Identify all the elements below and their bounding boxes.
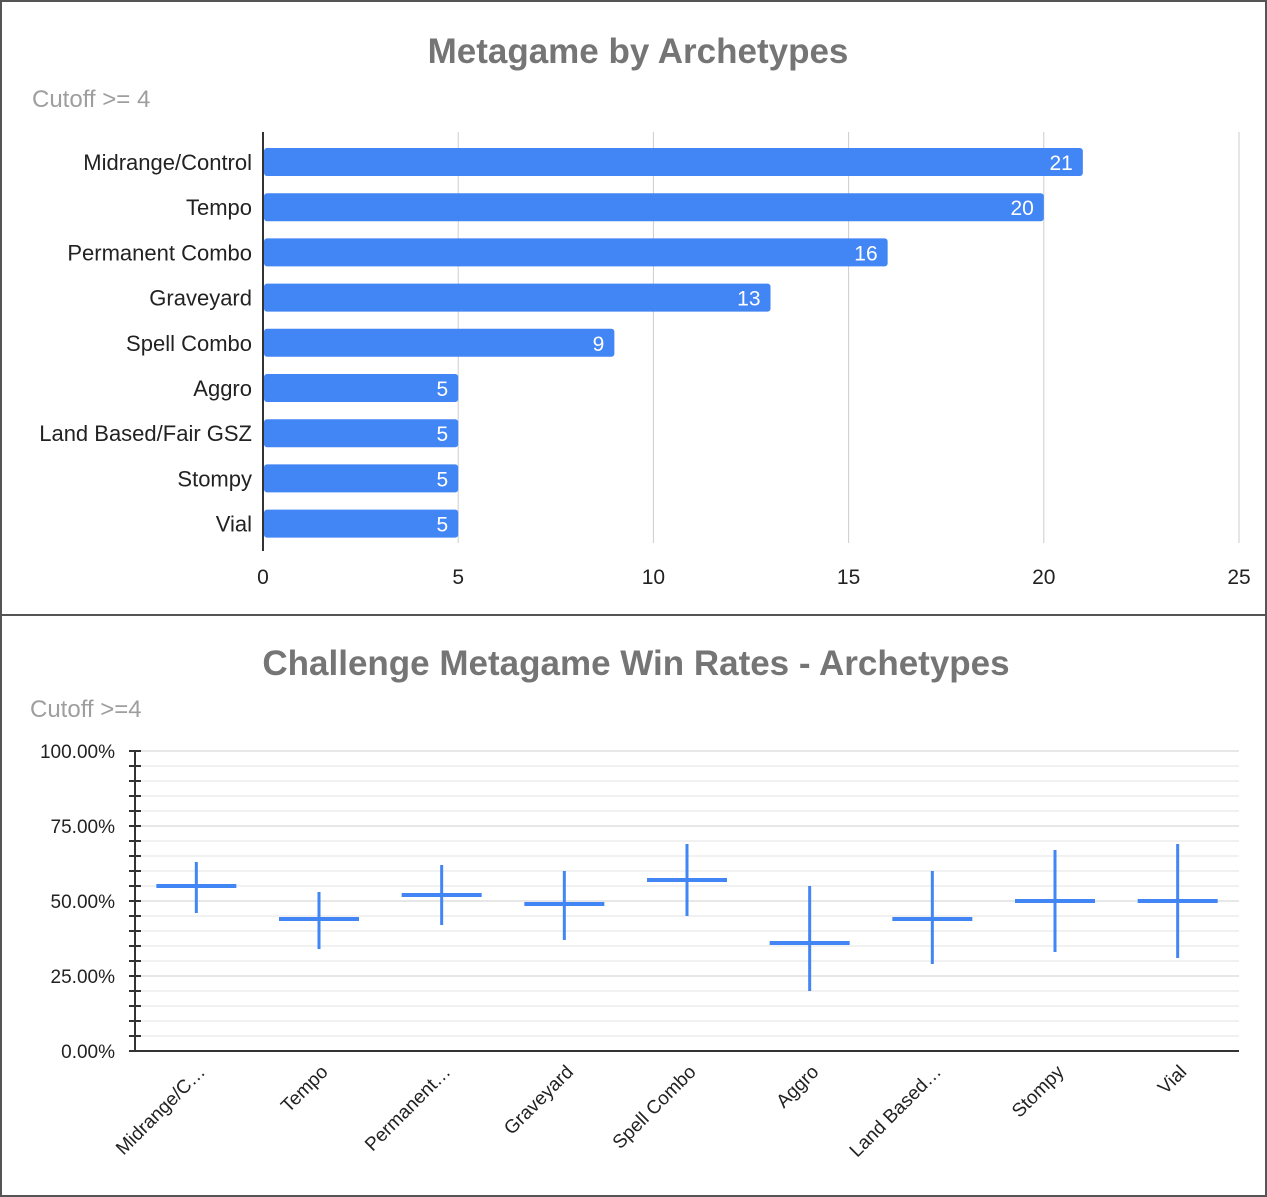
- bar-value-label: 5: [437, 378, 449, 401]
- bar: [264, 283, 771, 312]
- bar-value-label: 9: [593, 333, 605, 356]
- x-category-label: Tempo: [277, 1062, 332, 1117]
- x-tick-label: 5: [452, 566, 464, 589]
- category-label: Aggro: [193, 376, 252, 401]
- metagame-bar-chart: Metagame by Archetypes Cutoff >= 4 21 20 1…: [32, 32, 1251, 589]
- chart-subtitle: Cutoff >=4: [30, 696, 142, 723]
- chart-title: Challenge Metagame Win Rates - Archetype…: [262, 644, 1009, 683]
- y-tick-label: 100.00%: [40, 742, 115, 763]
- metagame-bar-chart-panel: Metagame by Archetypes Cutoff >= 4 21 20 1…: [0, 0, 1267, 616]
- bar-value-label: 21: [1049, 152, 1072, 175]
- x-tick-label: 0: [257, 566, 269, 589]
- y-tick-label: 75.00%: [51, 817, 116, 838]
- bar-value-label: 16: [854, 242, 877, 265]
- bar: [264, 464, 459, 493]
- winrate-chart-panel: Challenge Metagame Win Rates - Archetype…: [0, 614, 1267, 1197]
- x-tick-label: 10: [642, 566, 665, 589]
- bar-value-label: 20: [1010, 197, 1033, 220]
- y-tick-label: 25.00%: [51, 967, 116, 988]
- category-label: Tempo: [186, 195, 252, 220]
- category-label: Permanent Combo: [67, 240, 252, 265]
- category-label: Land Based/Fair GSZ: [39, 421, 252, 446]
- bar: [264, 193, 1044, 222]
- x-category-label: Midrange/C…: [112, 1062, 210, 1160]
- x-category-label: Stompy: [1008, 1061, 1069, 1122]
- bar: [264, 148, 1083, 176]
- x-category-label: Vial: [1154, 1062, 1191, 1099]
- x-tick-label: 20: [1032, 566, 1055, 589]
- y-tick-label: 50.00%: [51, 892, 116, 913]
- category-label: Graveyard: [149, 286, 252, 311]
- bar-value-label: 5: [437, 468, 449, 491]
- bar-value-label: 5: [437, 423, 449, 446]
- bar: [264, 328, 615, 357]
- x-category-label: Aggro: [773, 1062, 824, 1113]
- bar-value-label: 5: [437, 514, 449, 537]
- x-tick-label: 25: [1227, 566, 1250, 589]
- bar: [264, 374, 459, 402]
- x-tick-label: 15: [837, 566, 860, 589]
- category-label: Vial: [216, 512, 252, 537]
- bar: [264, 419, 459, 448]
- bar-value-label: 13: [737, 288, 760, 311]
- x-category-label: Land Based…: [846, 1062, 946, 1162]
- x-category-label: Spell Combo: [609, 1062, 701, 1154]
- chart-title: Metagame by Archetypes: [428, 32, 849, 71]
- bar: [264, 509, 459, 538]
- bar: [264, 238, 888, 267]
- x-category-label: Permanent…: [361, 1062, 455, 1156]
- x-category-label: Graveyard: [500, 1062, 578, 1140]
- chart-subtitle: Cutoff >= 4: [32, 86, 150, 113]
- winrate-candlestick-chart: Challenge Metagame Win Rates - Archetype…: [30, 644, 1239, 1162]
- category-label: Midrange/Control: [83, 150, 252, 175]
- y-tick-label: 0.00%: [61, 1042, 115, 1063]
- category-label: Spell Combo: [126, 331, 252, 356]
- category-label: Stompy: [177, 466, 252, 491]
